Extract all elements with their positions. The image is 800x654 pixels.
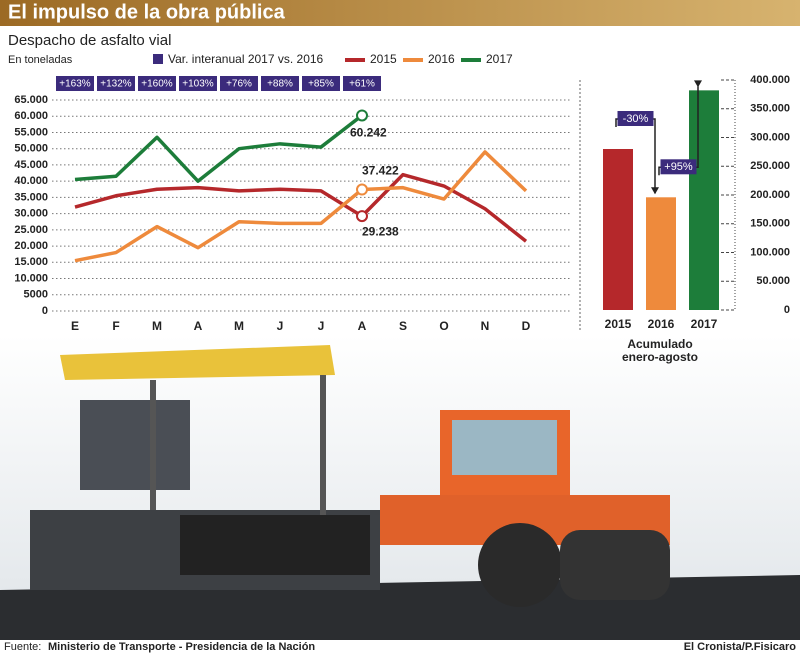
roller-drum-front <box>560 530 670 600</box>
variation-box <box>97 76 135 91</box>
roller-drum <box>478 523 562 607</box>
point-marker <box>356 183 368 196</box>
legend-label: 2015 <box>370 52 397 66</box>
data-label: 29.238 <box>362 224 399 238</box>
y-tick-label: 150.000 <box>750 218 790 230</box>
x-axis-label: enero-agosto <box>622 350 698 364</box>
x-tick-label: D <box>522 319 531 333</box>
variation-label: +160% <box>141 79 173 90</box>
variation-label: +76% <box>226 79 252 90</box>
annotation: +95% <box>664 161 693 173</box>
credit: El Cronista/P.Fisicaro <box>684 641 797 653</box>
photo <box>0 335 800 640</box>
x-axis-label: Acumulado <box>627 337 692 351</box>
y-tick-label: 30.000 <box>14 208 48 220</box>
annotation-box <box>617 111 654 126</box>
legend-label: Var. interanual 2017 vs. 2016 <box>168 52 324 66</box>
x-tick-label: E <box>71 319 79 333</box>
variation-label: +61% <box>349 79 375 90</box>
variation-box <box>302 76 340 91</box>
y-tick-label: 100.000 <box>750 246 790 258</box>
series-line <box>74 114 364 183</box>
y-tick-label: 15.000 <box>14 256 48 268</box>
roller-window <box>452 420 557 475</box>
footer-bar <box>0 640 800 654</box>
y-tick-label: 0 <box>784 304 790 316</box>
variation-box <box>261 76 299 91</box>
x-tick-label: O <box>439 319 448 333</box>
arrowhead <box>651 187 659 195</box>
variation-label: +163% <box>59 79 91 90</box>
x-tick-label: F <box>112 319 119 333</box>
variation-box <box>179 76 217 91</box>
x-tick-label: J <box>318 319 325 333</box>
x-tick-label: 2016 <box>648 317 675 331</box>
variation-label: +132% <box>100 79 132 90</box>
y-axis-label: En toneladas <box>8 54 73 66</box>
y-tick-label: 65.000 <box>14 94 48 106</box>
bar <box>689 90 719 310</box>
y-tick-label: 20.000 <box>14 240 48 252</box>
x-tick-label: M <box>234 319 244 333</box>
y-tick-label: 0 <box>42 305 48 317</box>
x-tick-label: S <box>399 319 407 333</box>
paver-post <box>150 380 156 510</box>
page-title: El impulso de la obra pública <box>8 1 286 23</box>
x-tick-label: 2017 <box>691 317 718 331</box>
legend-label: 2017 <box>486 52 513 66</box>
paver-hopper <box>180 515 370 575</box>
paver-post <box>320 375 326 515</box>
paver-cab <box>80 400 190 490</box>
variation-box <box>138 76 176 91</box>
annotation: -30% <box>623 113 649 125</box>
y-tick-label: 60.000 <box>14 110 48 122</box>
y-tick-label: 10.000 <box>14 272 48 284</box>
point-marker <box>356 210 368 223</box>
y-tick-label: 35.000 <box>14 191 48 203</box>
arrowhead <box>694 80 702 88</box>
source: Ministerio de Transporte - Presidencia d… <box>48 641 315 653</box>
header-bar <box>0 0 800 26</box>
y-tick-label: 400.000 <box>750 74 790 86</box>
y-tick-label: 250.000 <box>750 160 790 172</box>
annotation-box <box>660 159 697 175</box>
y-tick-label: 200.000 <box>750 189 790 201</box>
variation-box <box>56 76 94 91</box>
y-tick-label: 5000 <box>24 289 48 301</box>
source-label: Fuente: <box>4 641 41 653</box>
x-tick-label: 2015 <box>605 317 632 331</box>
data-label: 37.422 <box>362 164 399 178</box>
variation-box <box>343 76 381 91</box>
bar <box>646 197 676 310</box>
y-tick-label: 50.000 <box>14 143 48 155</box>
x-tick-label: N <box>481 319 490 333</box>
x-tick-label: A <box>358 319 367 333</box>
y-tick-label: 55.000 <box>14 126 48 138</box>
y-tick-label: 350.000 <box>750 103 790 115</box>
x-tick-label: A <box>194 319 203 333</box>
variation-label: +103% <box>182 79 214 90</box>
y-tick-label: 300.000 <box>750 131 790 143</box>
x-tick-label: J <box>277 319 284 333</box>
legend-swatch <box>153 54 163 64</box>
y-tick-label: 50.000 <box>756 275 790 287</box>
variation-label: +88% <box>267 79 293 90</box>
chart-subtitle: Despacho de asfalto vial <box>8 32 171 49</box>
variation-box <box>220 76 258 91</box>
y-tick-label: 40.000 <box>14 175 48 187</box>
y-tick-label: 45.000 <box>14 159 48 171</box>
x-tick-label: M <box>152 319 162 333</box>
variation-label: +85% <box>308 79 334 90</box>
series-line <box>74 150 528 263</box>
bar <box>603 149 633 310</box>
point-marker <box>356 109 368 122</box>
paver-roof <box>60 345 335 380</box>
legend-label: 2016 <box>428 52 455 66</box>
data-label: 60.242 <box>350 126 387 140</box>
y-tick-label: 25.000 <box>14 224 48 236</box>
